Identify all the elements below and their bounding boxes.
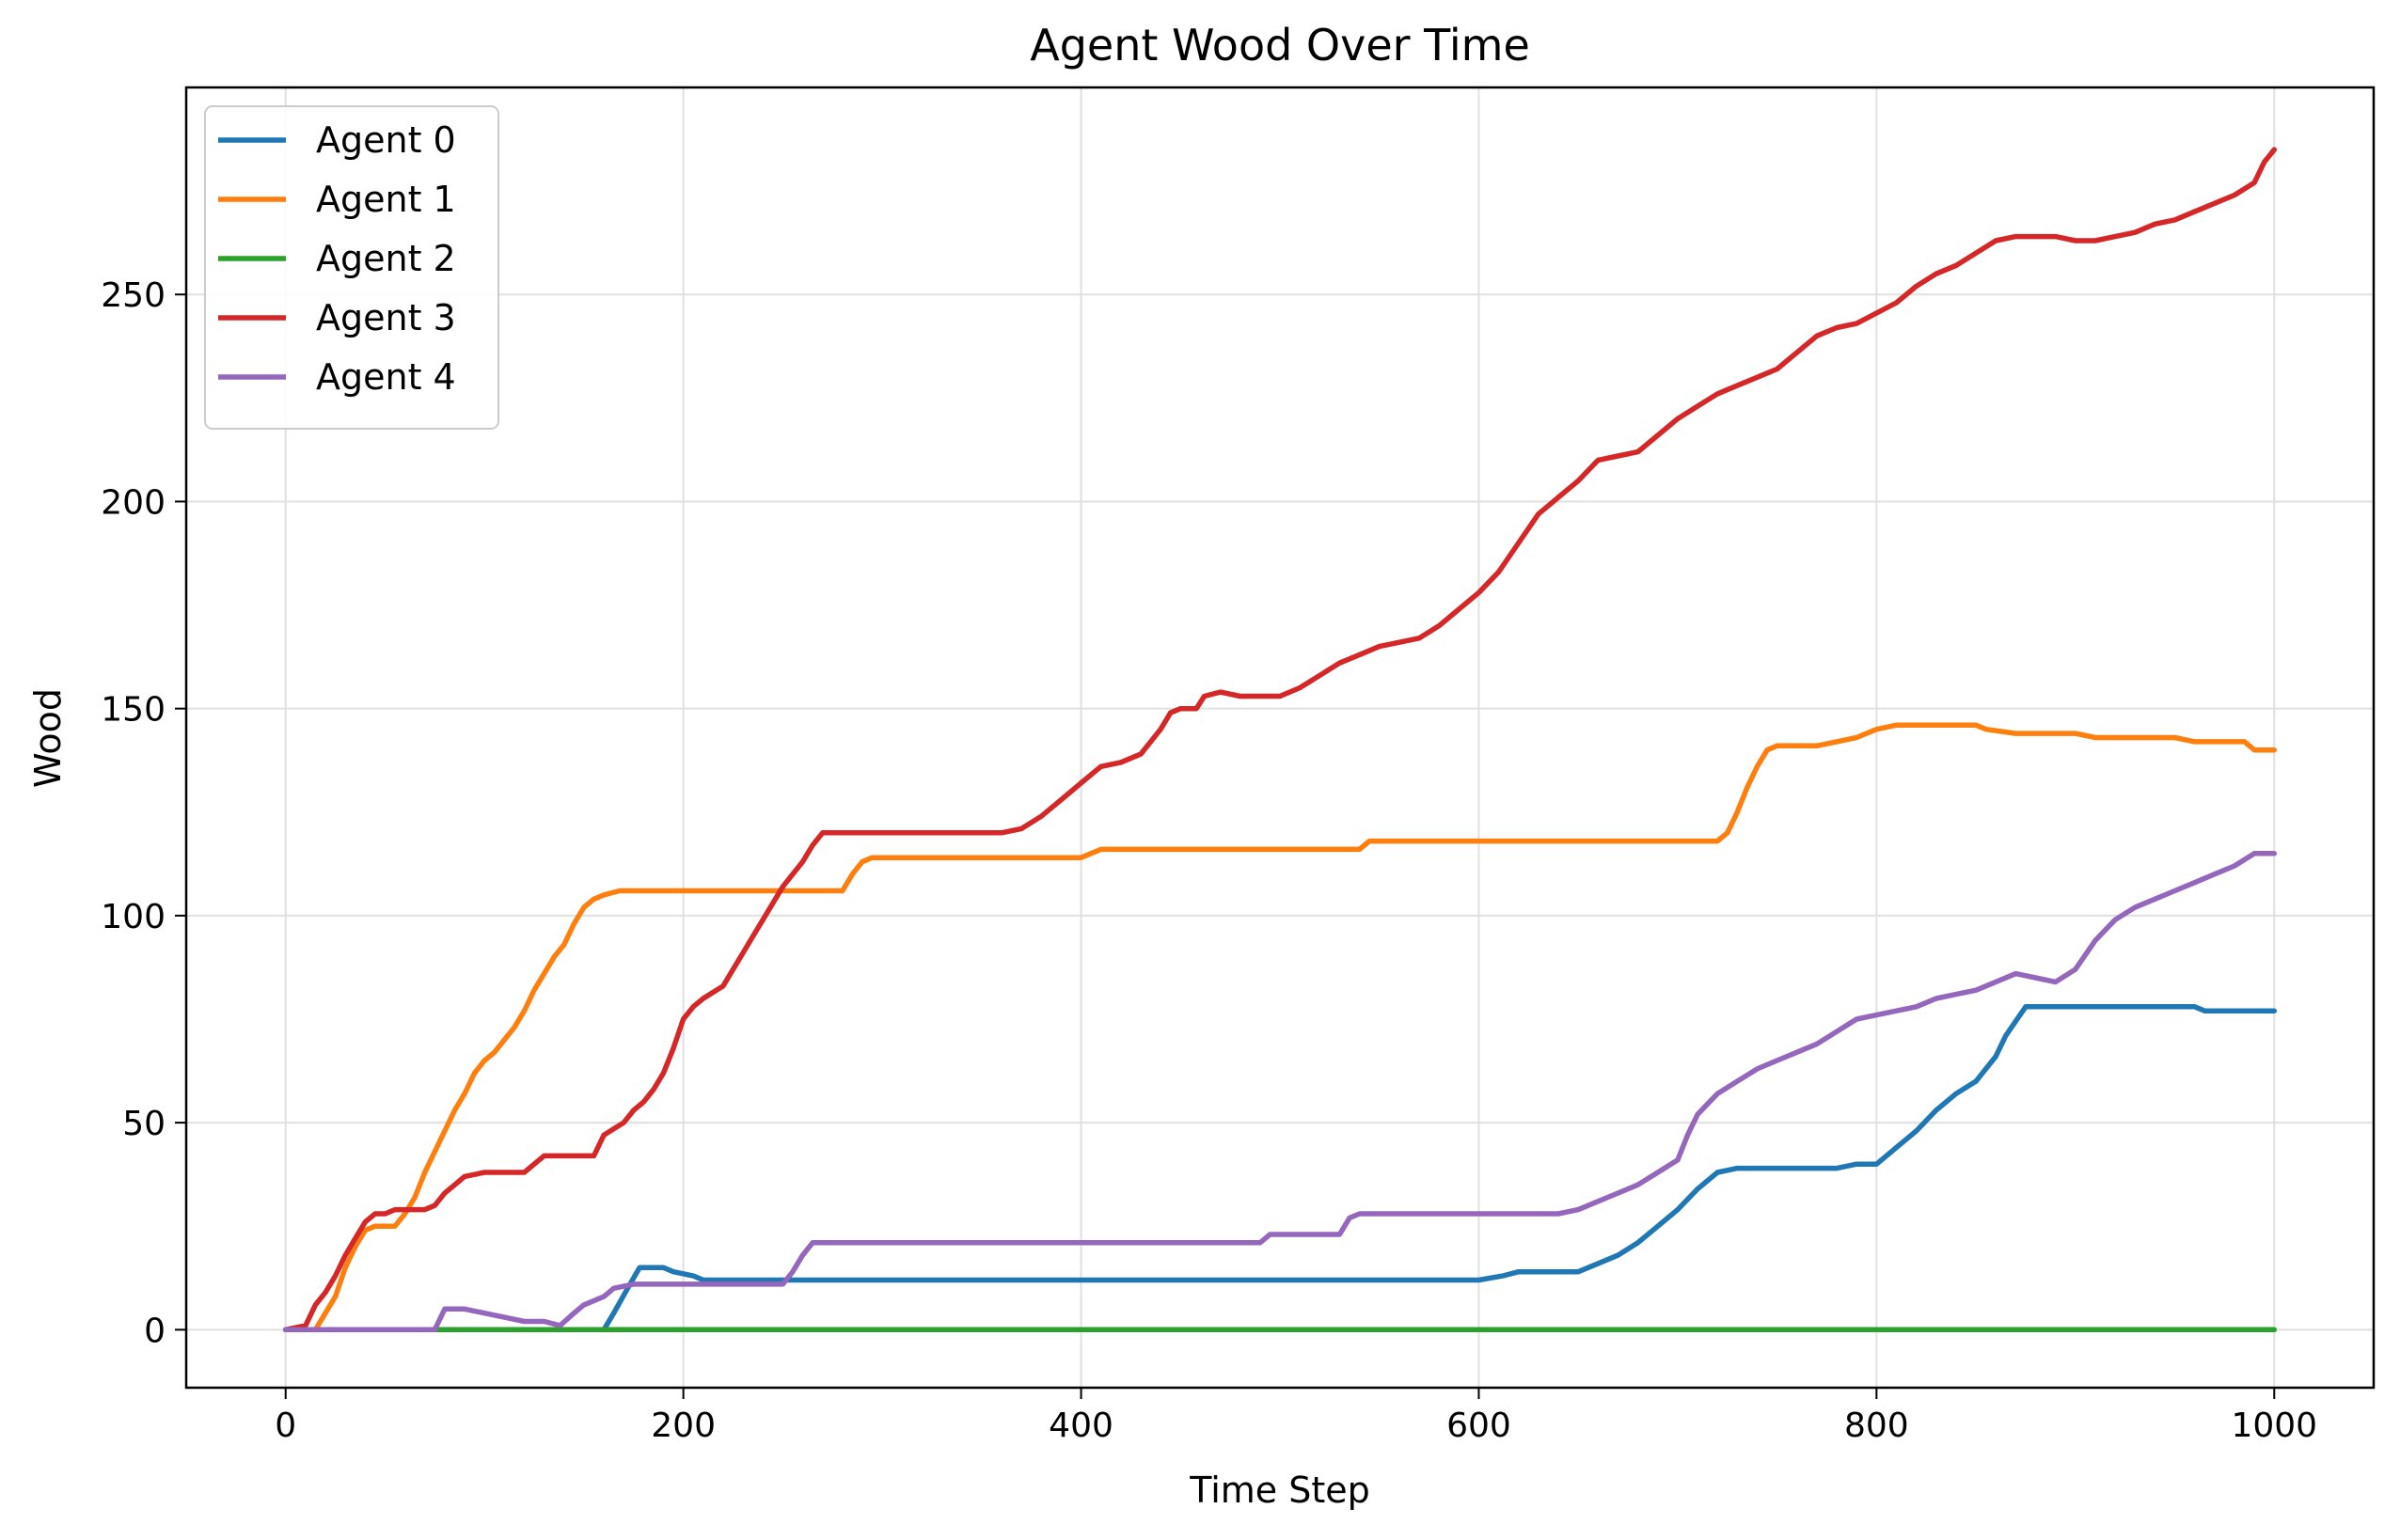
legend-label: Agent 3 (316, 297, 456, 338)
legend: Agent 0 Agent 1 Agent 2 Agent 3 Agent 4 (204, 105, 499, 430)
y-tick-label: 50 (122, 1105, 166, 1143)
x-tick-label: 1000 (2231, 1406, 2317, 1445)
x-axis-title: Time Step (1189, 1469, 1370, 1511)
y-axis-title: Wood (27, 688, 69, 788)
series-line-agent-4 (282, 851, 2278, 1333)
x-tick-label: 0 (275, 1406, 296, 1445)
y-tick-label: 150 (101, 691, 166, 730)
legend-label: Agent 4 (316, 356, 456, 398)
x-tick-label: 200 (651, 1406, 716, 1445)
y-tick-label: 250 (101, 276, 166, 315)
plot-area-frame (184, 86, 2376, 1390)
y-tick-label: 0 (144, 1312, 166, 1350)
legend-label: Agent 1 (316, 179, 456, 220)
series-line-agent-3 (282, 147, 2278, 1333)
data-series (282, 147, 2278, 1333)
x-tick-label: 800 (1844, 1406, 1909, 1445)
x-tick-label: 400 (1049, 1406, 1113, 1445)
y-tick-label: 100 (101, 898, 166, 936)
y-tick-label: 200 (101, 483, 166, 522)
legend-label: Agent 2 (316, 238, 456, 279)
legend-label: Agent 0 (316, 119, 456, 161)
series-line-agent-0 (282, 1004, 2278, 1333)
legend-box (204, 105, 499, 430)
x-tick-label: 600 (1446, 1406, 1511, 1445)
series-line-agent-1 (282, 722, 2278, 1333)
axis-ticks: 0 200 400 600 800 1000 0 50 100 150 200 250 (101, 276, 2317, 1445)
chart-title: Agent Wood Over Time (1030, 20, 1530, 71)
